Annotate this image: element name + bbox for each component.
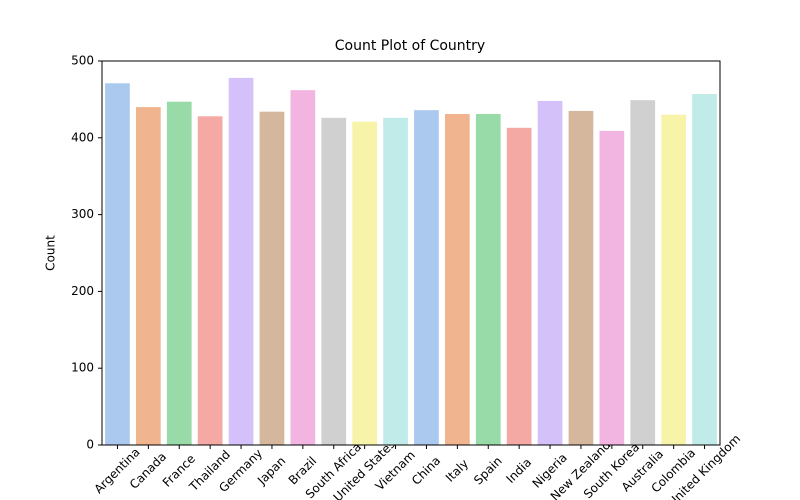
y-tick-label: 300 xyxy=(71,207,94,221)
bar xyxy=(537,100,563,445)
x-tick-label: Spain xyxy=(471,454,505,488)
y-tick-label: 200 xyxy=(71,284,94,298)
bar xyxy=(352,121,378,445)
y-tick-label: 100 xyxy=(71,361,94,375)
bar xyxy=(228,77,254,446)
bar xyxy=(661,114,687,445)
axes-frame xyxy=(101,60,721,446)
bar xyxy=(692,94,717,446)
bar xyxy=(599,130,625,445)
bar xyxy=(444,113,470,445)
bar xyxy=(135,107,161,445)
bar xyxy=(506,127,532,445)
bar xyxy=(290,90,316,446)
bar xyxy=(630,100,656,445)
y-tick-label: 400 xyxy=(71,130,94,144)
bar xyxy=(414,110,439,445)
y-axis-label: Count xyxy=(44,235,58,271)
x-tick-label: Italy xyxy=(443,456,471,484)
chart-title: Count Plot of Country xyxy=(335,38,485,54)
bar xyxy=(475,113,501,445)
y-tick-label: 0 xyxy=(86,438,94,452)
bar xyxy=(568,110,594,446)
bar xyxy=(383,117,408,445)
bar xyxy=(166,101,192,445)
bar xyxy=(259,111,285,446)
bar xyxy=(105,83,130,445)
bar xyxy=(197,116,223,446)
y-tick-label: 500 xyxy=(71,54,94,68)
bar xyxy=(321,117,347,445)
